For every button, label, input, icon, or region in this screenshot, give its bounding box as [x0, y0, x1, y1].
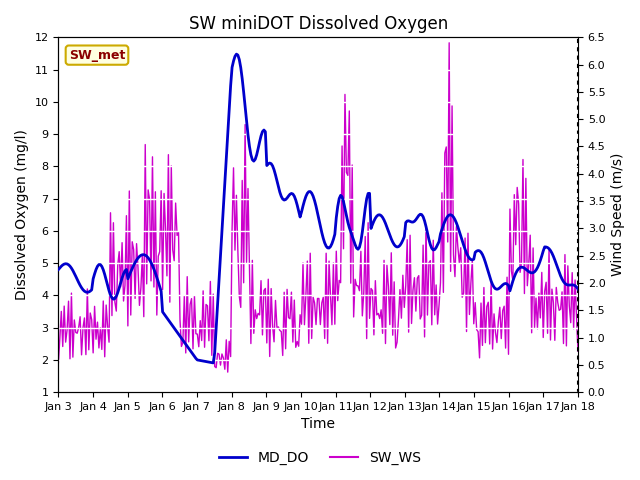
- X-axis label: Time: Time: [301, 418, 335, 432]
- SW_WS: [224, 369, 232, 375]
- SW_WS: [209, 291, 217, 297]
- Line: MD_DO: MD_DO: [58, 54, 578, 363]
- MD_DO: [54, 267, 62, 273]
- MD_DO: [574, 286, 582, 292]
- MD_DO: [228, 64, 236, 70]
- SW_WS: [574, 348, 582, 354]
- MD_DO: [209, 360, 217, 366]
- MD_DO: [285, 193, 292, 199]
- MD_DO: [232, 51, 240, 57]
- MD_DO: [548, 250, 556, 256]
- SW_WS: [54, 360, 62, 366]
- SW_WS: [445, 40, 453, 46]
- Y-axis label: Dissolved Oxygen (mg/l): Dissolved Oxygen (mg/l): [15, 129, 29, 300]
- Line: SW_WS: SW_WS: [58, 43, 578, 372]
- Y-axis label: Wind Speed (m/s): Wind Speed (m/s): [611, 153, 625, 276]
- SW_WS: [284, 287, 291, 292]
- Title: SW miniDOT Dissolved Oxygen: SW miniDOT Dissolved Oxygen: [189, 15, 448, 33]
- MD_DO: [238, 76, 246, 82]
- Legend: MD_DO, SW_WS: MD_DO, SW_WS: [214, 445, 426, 471]
- SW_WS: [228, 227, 236, 232]
- MD_DO: [211, 350, 218, 356]
- Text: SW_met: SW_met: [68, 48, 125, 61]
- SW_WS: [548, 286, 556, 292]
- SW_WS: [118, 240, 126, 246]
- MD_DO: [118, 275, 126, 281]
- SW_WS: [237, 304, 244, 310]
